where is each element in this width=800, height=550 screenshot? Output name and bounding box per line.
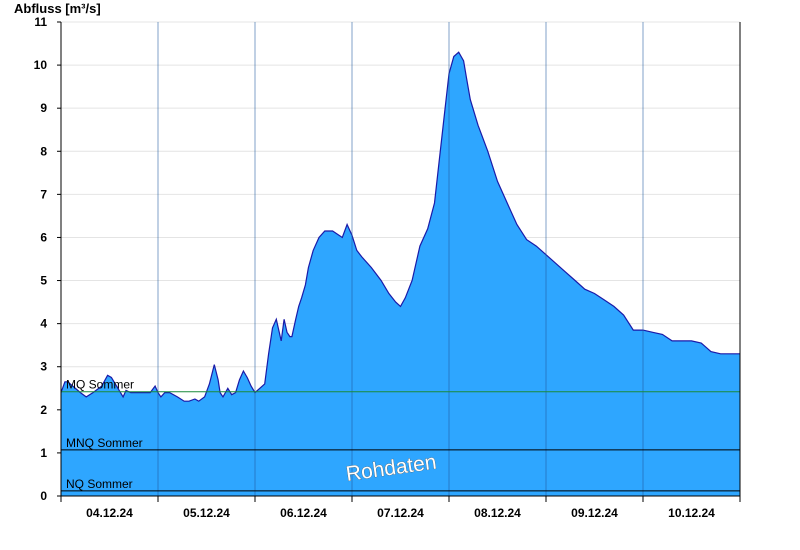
y-tick-label: 7 xyxy=(40,187,47,201)
x-tick-label: 08.12.24 xyxy=(474,506,521,520)
y-tick-label: 11 xyxy=(34,15,47,29)
x-tick-label: 05.12.24 xyxy=(183,506,230,520)
discharge-area xyxy=(61,52,740,496)
x-tick-label: 07.12.24 xyxy=(377,506,424,520)
reference-lines: MQ Sommer MNQ Sommer NQ Sommer xyxy=(61,378,740,492)
y-tick-label: 4 xyxy=(40,317,47,331)
x-ticks: 04.12.24 05.12.24 06.12.24 07.12.24 08.12.24… xyxy=(60,496,741,520)
y-ticks: 0 1 2 3 4 5 6 7 8 9 10 11 xyxy=(34,15,61,503)
data-area xyxy=(60,22,740,496)
x-tick-label: 06.12.24 xyxy=(280,506,327,520)
y-tick-label: 8 xyxy=(40,144,47,158)
x-tick-label: 09.12.24 xyxy=(571,506,618,520)
y-tick-label: 0 xyxy=(40,489,47,503)
y-tick-label: 2 xyxy=(40,403,47,417)
reference-line-label: MQ Sommer xyxy=(66,378,134,392)
axes xyxy=(60,22,741,497)
y-tick-label: 9 xyxy=(40,101,47,115)
y-axis-label: Abfluss [m³/s] xyxy=(14,1,101,16)
discharge-line xyxy=(60,51,740,402)
reference-line-label: NQ Sommer xyxy=(66,477,133,491)
x-tick-label: 04.12.24 xyxy=(86,506,133,520)
y-tick-label: 3 xyxy=(40,360,47,374)
reference-line-label: MNQ Sommer xyxy=(66,436,143,450)
y-tick-label: 1 xyxy=(40,446,47,460)
y-tick-label: 5 xyxy=(40,274,47,288)
y-tick-label: 6 xyxy=(40,230,47,244)
y-tick-label: 10 xyxy=(34,58,48,72)
x-tick-label: 10.12.24 xyxy=(668,506,715,520)
